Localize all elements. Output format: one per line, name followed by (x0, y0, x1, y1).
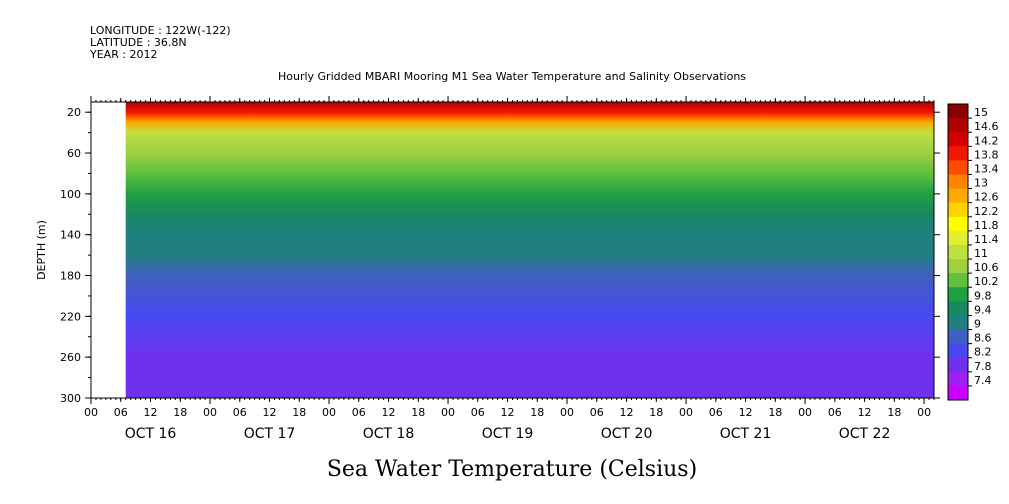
x-tick-label: 00 (84, 406, 98, 419)
y-tick-label: 300 (60, 392, 81, 405)
colorbar-swatch (948, 287, 968, 302)
x-tick-label: 12 (382, 406, 396, 419)
x-axis-label: Sea Water Temperature (Celsius) (327, 457, 697, 482)
colorbar-swatch (948, 174, 968, 190)
colorbar-swatch (948, 118, 968, 133)
colorbar-label: 9.4 (974, 303, 992, 316)
colorbar-label: 10.6 (974, 261, 999, 274)
x-tick-label: 00 (322, 406, 336, 419)
colorbar-swatch (948, 230, 968, 246)
temperature-field (125, 102, 934, 398)
x-tick-label: 18 (292, 406, 306, 419)
x-tick-label: 00 (203, 406, 217, 419)
x-tick-label: 06 (114, 406, 128, 419)
x-tick-label: 18 (768, 406, 782, 419)
y-tick-label: 20 (67, 106, 81, 119)
colorbar-label: 14.6 (974, 120, 999, 133)
colorbar-swatch (948, 329, 968, 345)
latitude-label: LATITUDE : 36.8N (90, 36, 187, 49)
colorbar-label: 12.6 (974, 191, 999, 204)
x-tick-label: 06 (709, 406, 723, 419)
x-tick-label: 12 (263, 406, 277, 419)
colorbar-swatch (948, 104, 968, 119)
x-tick-label: 12 (501, 406, 515, 419)
colorbar-swatch (948, 244, 968, 260)
colorbar: 1514.614.213.813.41312.612.211.811.41110… (947, 103, 999, 401)
x-day-label: OCT 17 (244, 426, 296, 442)
x-tick-label: 12 (144, 406, 158, 419)
x-tick-label: 00 (560, 406, 574, 419)
x-day-label: OCT 20 (601, 426, 653, 442)
x-tick-label: 00 (679, 406, 693, 419)
x-axis: 00 06 12 18 00 06 12 18 00 06 12 18 00 06 12 18 00 06 12 18… (84, 96, 935, 442)
colorbar-swatch (948, 216, 968, 232)
colorbar-label: 11.8 (974, 219, 999, 232)
x-day-label: OCT 22 (839, 426, 891, 442)
colorbar-label: 10.2 (974, 275, 999, 288)
colorbar-label: 13 (974, 177, 988, 190)
x-tick-label: 00 (441, 406, 455, 419)
y-tick-label: 140 (60, 229, 81, 242)
x-tick-label: 06 (590, 406, 604, 419)
colorbar-label: 7.8 (974, 360, 992, 373)
y-axis: 20 60 100 140 180 220 260 300 (60, 106, 940, 405)
colorbar-swatch (948, 343, 968, 359)
colorbar-swatch (948, 146, 968, 161)
colorbar-swatch (948, 385, 968, 401)
x-tick-label: 12 (620, 406, 634, 419)
y-tick-label: 100 (60, 188, 81, 201)
colorbar-label: 9 (974, 318, 981, 331)
colorbar-label: 11.4 (974, 233, 999, 246)
plot-area (90, 101, 935, 399)
y-tick-label: 60 (67, 147, 81, 160)
colorbar-label: 8.2 (974, 346, 992, 359)
x-tick-label: 18 (887, 406, 901, 419)
colorbar-swatch (948, 357, 968, 373)
colorbar-label: 7.4 (974, 374, 992, 387)
x-tick-label: 00 (798, 406, 812, 419)
colorbar-label: 8.6 (974, 332, 992, 345)
x-tick-label: 12 (858, 406, 872, 419)
y-tick-label: 180 (60, 270, 81, 283)
colorbar-swatch (948, 132, 968, 147)
x-tick-label: 18 (649, 406, 663, 419)
x-tick-label: 00 (917, 406, 931, 419)
colorbar-swatch (948, 259, 968, 274)
colorbar-label: 14.2 (974, 134, 999, 147)
longitude-label: LONGITUDE : 122W(-122) (90, 24, 231, 37)
colorbar-label: 12.2 (974, 205, 999, 218)
x-day-label: OCT 19 (482, 426, 534, 442)
colorbar-swatch (948, 315, 968, 331)
y-tick-label: 220 (60, 310, 81, 323)
colorbar-label: 9.8 (974, 289, 992, 302)
chart-title: Hourly Gridded MBARI Mooring M1 Sea Wate… (278, 70, 746, 83)
colorbar-label: 13.8 (974, 148, 999, 161)
x-tick-label: 18 (530, 406, 544, 419)
x-tick-label: 18 (411, 406, 425, 419)
colorbar-swatch (948, 273, 968, 288)
colorbar-label: 11 (974, 247, 988, 260)
y-axis-label: DEPTH (m) (35, 220, 48, 280)
colorbar-swatch (948, 301, 968, 316)
x-tick-label: 18 (173, 406, 187, 419)
colorbar-label: 13.4 (974, 162, 999, 175)
colorbar-swatch (948, 160, 968, 175)
x-tick-label: 12 (739, 406, 753, 419)
x-day-label: OCT 18 (363, 426, 415, 442)
y-tick-label: 260 (60, 351, 81, 364)
colorbar-swatch (948, 188, 968, 204)
x-day-label: OCT 21 (720, 426, 772, 442)
year-label: YEAR : 2012 (90, 48, 158, 61)
colorbar-swatch (948, 202, 968, 218)
colorbar-label: 15 (974, 106, 988, 119)
x-tick-label: 06 (471, 406, 485, 419)
x-tick-label: 06 (352, 406, 366, 419)
x-tick-label: 06 (828, 406, 842, 419)
x-tick-label: 06 (233, 406, 247, 419)
colorbar-swatch (948, 371, 968, 387)
colorbar-frame (947, 103, 969, 401)
x-day-label: OCT 16 (125, 426, 177, 442)
